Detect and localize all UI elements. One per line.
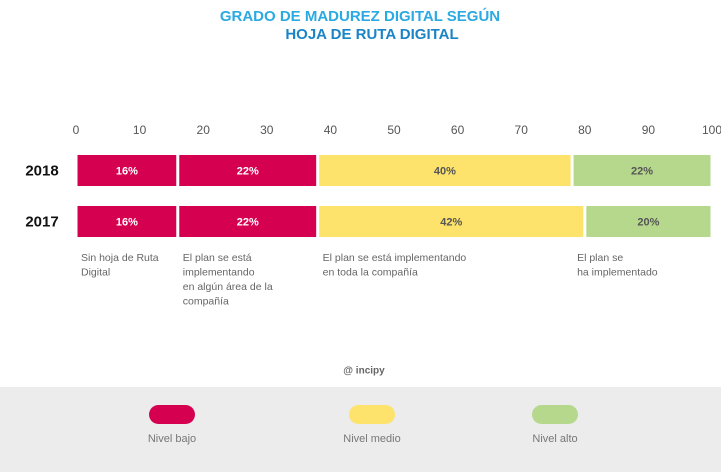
- chart-subtitle: HOJA DE RUTA DIGITAL: [285, 26, 458, 43]
- legend-swatch: [349, 405, 395, 424]
- legend-label: Nivel bajo: [148, 433, 196, 445]
- y-tick-label: 2018: [25, 162, 58, 179]
- y-tick-label: 2017: [25, 213, 58, 230]
- segment-description: El plan se está implementando en algún áre…: [183, 252, 273, 308]
- segment-description: El plan se ha implementado: [577, 252, 658, 279]
- x-tick-label: 60: [451, 123, 465, 137]
- value-label: 20%: [637, 216, 659, 228]
- segment-description: Sin hoja de Ruta Digital: [81, 252, 159, 279]
- value-label: 22%: [237, 165, 259, 177]
- x-tick-label: 80: [578, 123, 592, 137]
- bar-segment: [179, 206, 317, 237]
- chart-title: GRADO DE MADUREZ DIGITAL SEGÚN: [220, 7, 500, 25]
- value-label: 16%: [116, 165, 138, 177]
- segment-description: El plan se está implementando en toda la …: [323, 252, 467, 279]
- x-tick-label: 30: [260, 123, 274, 137]
- value-label: 22%: [237, 216, 259, 228]
- bar-segment: [319, 206, 584, 237]
- bar-segment: [586, 206, 711, 237]
- x-tick-label: 40: [324, 123, 338, 137]
- x-tick-label: 90: [642, 123, 656, 137]
- legend-label: Nivel alto: [532, 433, 577, 445]
- x-tick-label: 70: [515, 123, 529, 137]
- legend-band: [0, 387, 721, 472]
- bar-segment: [77, 155, 177, 186]
- source: @ incipy: [343, 366, 385, 377]
- bar-segment: [573, 155, 711, 186]
- bar-segment: [179, 155, 317, 186]
- x-tick-label: 0: [73, 123, 80, 137]
- x-tick-label: 100: [702, 123, 721, 137]
- value-label: 22%: [631, 165, 653, 177]
- legend-swatch: [149, 405, 195, 424]
- legend-label: Nivel medio: [343, 433, 400, 445]
- bar-segment: [77, 206, 177, 237]
- x-tick-label: 50: [387, 123, 401, 137]
- value-label: 16%: [116, 216, 138, 228]
- x-tick-label: 20: [197, 123, 211, 137]
- bar-segment: [319, 155, 571, 186]
- value-label: 40%: [434, 165, 456, 177]
- legend-swatch: [532, 405, 578, 424]
- x-tick-label: 10: [133, 123, 147, 137]
- value-label: 42%: [440, 216, 462, 228]
